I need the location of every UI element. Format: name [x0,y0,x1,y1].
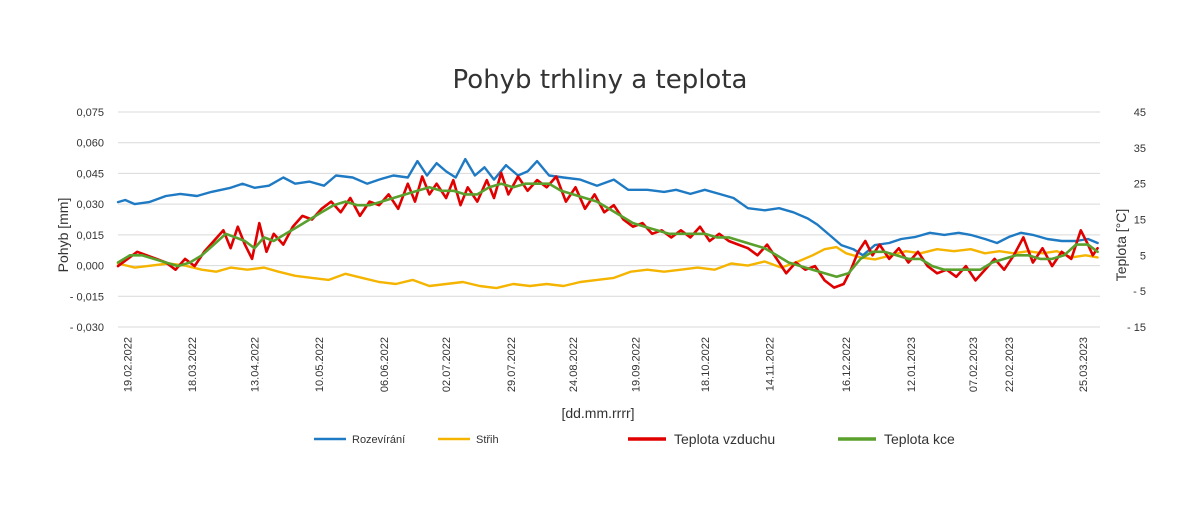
y-axis-left-label: Pohyb [mm] [55,198,71,273]
y-left-tick-label: 0,060 [76,138,104,150]
series-line-0 [116,157,1099,257]
chart-title: Pohyb trhliny a teplota [453,65,748,95]
legend-entry-label: Teplota kce [884,431,955,447]
y-left-tick-label: 0,015 [76,230,104,242]
series-lines [116,157,1099,290]
y-left-tick-label: 0,030 [76,199,104,211]
y-right-tick-label: 25 [1134,179,1146,191]
right-axis-ticks: 45 35 25 15 5 - 5 - 15 [1127,107,1146,334]
y-left-tick-label: - 0,030 [70,322,104,334]
x-tick-label: 06.06.2022 [379,337,391,392]
x-tick-label: 18.10.2022 [700,337,712,392]
x-tick-label: 18.03.2022 [187,337,199,392]
x-tick-label: 13.04.2022 [250,337,262,392]
gridlines [118,111,1100,328]
x-tick-label: 02.07.2022 [441,337,453,392]
x-tick-label: 25.03.2023 [1078,337,1090,392]
y-right-tick-label: - 15 [1127,322,1146,334]
y-right-tick-label: - 5 [1133,286,1146,298]
x-tick-label: 16.12.2022 [841,337,853,392]
y-left-tick-label: 0,045 [76,168,104,180]
x-tick-label: 24.08.2022 [568,337,580,392]
x-tick-label: 14.11.2022 [764,337,776,391]
y-right-tick-label: 45 [1134,107,1146,119]
legend: Rozevírání Střih Teplota vzduchu Teplota kc… [314,431,955,447]
y-right-tick-label: 35 [1134,143,1146,155]
y-left-tick-label: 0,000 [76,261,104,273]
x-tick-label: 12.01.2023 [906,337,918,392]
legend-entry-label: Rozevírání [352,434,405,446]
y-right-tick-label: 15 [1134,215,1146,227]
x-tick-label: 29.07.2022 [506,337,518,392]
y-left-tick-label: 0,075 [76,107,104,119]
legend-entry-label: Střih [476,434,499,446]
y-left-tick-label: - 0,015 [70,291,104,303]
y-axis-right-label: Teplota [°C] [1113,209,1129,282]
series-line-3 [116,182,1099,279]
x-axis-ticks: 19.02.2022 18.03.2022 13.04.2022 10.05.2022… [123,337,1091,392]
left-axis-ticks: 0,075 0,060 0,045 0,030 0,015 0,000 - 0,015 - 0… [70,107,104,334]
series-line-1 [116,245,1099,290]
x-tick-label: 10.05.2022 [314,337,326,392]
legend-entry-label: Teplota vzduchu [674,431,775,447]
x-tick-label: 22.02.2023 [1004,337,1016,392]
x-tick-label: 19.09.2022 [630,337,642,392]
x-tick-label: 19.02.2022 [123,337,135,392]
x-axis-label: [dd.mm.rrrr] [561,405,634,421]
x-tick-label: 07.02.2023 [968,337,980,392]
y-right-tick-label: 5 [1140,250,1146,262]
